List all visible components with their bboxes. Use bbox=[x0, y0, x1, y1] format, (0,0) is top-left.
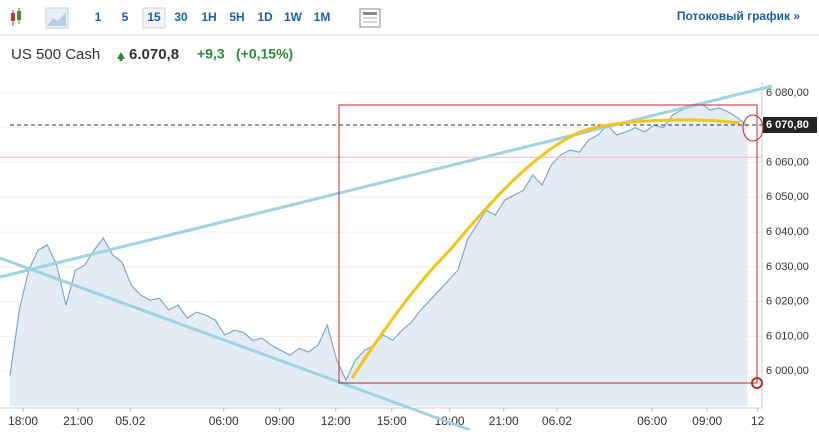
x-tick-label: 06:00 bbox=[209, 414, 239, 428]
current-price-label: 6 070,80 bbox=[766, 119, 809, 131]
table-icon[interactable] bbox=[359, 8, 381, 28]
timeframe-button[interactable]: 15 bbox=[147, 10, 161, 24]
y-tick-label: 6 080,00 bbox=[766, 87, 809, 99]
up-arrow bbox=[117, 52, 125, 61]
x-tick-label: 21:00 bbox=[63, 414, 93, 428]
curve bbox=[350, 118, 741, 379]
timeframe-button[interactable]: 1M bbox=[314, 10, 331, 24]
drawings bbox=[0, 84, 773, 432]
x-tick-label: 18:00 bbox=[8, 414, 38, 428]
timeframes: 1 5 15 30 1H 5H 1D 1W 1M bbox=[95, 10, 331, 24]
x-tick-label: 09:00 bbox=[692, 414, 722, 428]
y-tick-label: 6 020,00 bbox=[766, 296, 809, 308]
stream-link[interactable]: Потоковый график » bbox=[677, 9, 800, 23]
rectangle bbox=[338, 104, 758, 384]
x-tick-label: 12:00 bbox=[321, 414, 351, 428]
y-tick-label: 6 010,00 bbox=[766, 330, 809, 342]
candle-icon[interactable] bbox=[11, 8, 21, 26]
selected-box bbox=[142, 7, 166, 29]
y-tick-label: 6 040,00 bbox=[766, 226, 809, 238]
x-tick-label: 09:00 bbox=[265, 414, 295, 428]
x-tick-label: 05.02 bbox=[115, 414, 145, 428]
y-tick-label: 6 000,00 bbox=[766, 365, 809, 377]
change: +9,3 bbox=[197, 46, 225, 62]
x-tick-label: 06.02 bbox=[542, 414, 572, 428]
toolbar bbox=[0, 0, 819, 35]
timeframe-button[interactable]: 5 bbox=[122, 10, 129, 24]
area-icon[interactable] bbox=[45, 7, 69, 29]
y-tick-label: 6 050,00 bbox=[766, 191, 809, 203]
x-tick-label: 06:00 bbox=[637, 414, 667, 428]
current-price-box bbox=[763, 116, 817, 133]
timeframe-button[interactable]: 30 bbox=[174, 10, 188, 24]
timeframe-button[interactable]: 1D bbox=[257, 10, 273, 24]
y-tick-label: 6 060,00 bbox=[766, 156, 809, 168]
timeframe-button[interactable]: 1 bbox=[95, 10, 102, 24]
instrument-name: US 500 Cash bbox=[11, 46, 100, 63]
price: 6.070,8 bbox=[129, 46, 179, 63]
x-tick-label: 15:00 bbox=[377, 414, 407, 428]
timeframe-button[interactable]: 1H bbox=[201, 10, 216, 24]
x-tick-label: 12 bbox=[751, 414, 765, 428]
y-tick-label: 6 030,00 bbox=[766, 261, 809, 273]
area bbox=[10, 103, 748, 406]
timeframe-button[interactable]: 1W bbox=[284, 10, 303, 24]
x-tick-label: 21:00 bbox=[489, 414, 519, 428]
trend-line bbox=[0, 84, 773, 279]
trend-line bbox=[0, 256, 471, 432]
plot: 6 000,00 6 010,00 6 020,00 6 030,00 6 040,00… bbox=[0, 82, 817, 428]
handle bbox=[751, 377, 763, 389]
change-percent: (+0,15%) bbox=[236, 46, 293, 62]
timeframe-button[interactable]: 5H bbox=[229, 10, 244, 24]
ellipse bbox=[742, 114, 764, 142]
